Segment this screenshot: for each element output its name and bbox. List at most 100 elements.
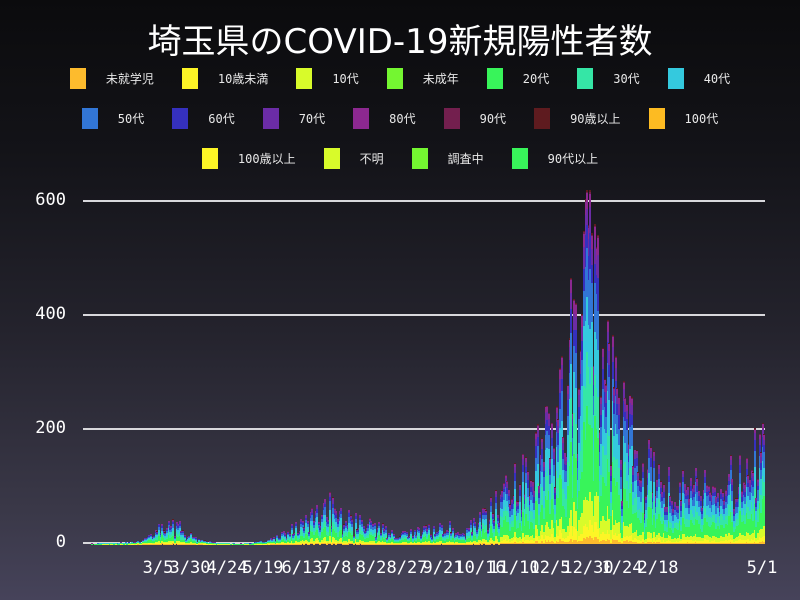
bar-segment [544, 534, 547, 541]
bar-segment [592, 539, 595, 544]
bar-segment [378, 528, 381, 532]
bar-segment [293, 535, 296, 537]
bar-segment [535, 524, 537, 537]
stacked-bar [581, 314, 584, 544]
bar-segment [471, 539, 474, 543]
bar-segment [665, 543, 668, 544]
bar-segment [573, 298, 576, 300]
bar-segment [364, 542, 367, 544]
stacked-bar [197, 538, 200, 544]
bar-segment [651, 537, 654, 542]
bar-segment [426, 541, 429, 544]
legend-item[interactable]: 90代以上 [511, 148, 598, 169]
bar-segment [180, 539, 183, 542]
bar-segment [646, 485, 649, 496]
bar-segment [528, 501, 531, 505]
legend-item[interactable]: 50代 [81, 108, 144, 129]
legend-item[interactable]: 10歳未満 [181, 68, 268, 89]
legend-item[interactable]: 不明 [323, 148, 384, 169]
bar-segment [562, 488, 565, 506]
bar-segment [469, 520, 472, 522]
bar-segment [533, 493, 536, 498]
bar-segment [367, 542, 370, 544]
bar-segment [437, 541, 440, 544]
bar-segment [638, 486, 641, 491]
bar-segment [595, 536, 598, 544]
bar-segment [156, 535, 159, 538]
bar-segment [630, 541, 633, 544]
stacked-bar [461, 532, 464, 544]
bar-segment [680, 500, 683, 503]
bar-segment [659, 481, 662, 485]
stacked-bar [154, 530, 157, 544]
legend-item[interactable]: 90歳以上 [534, 108, 621, 129]
bar-segment [667, 506, 670, 521]
legend-item[interactable]: 未成年 [386, 68, 459, 89]
bar-segment [162, 534, 165, 537]
legend-item[interactable]: 10代 [296, 68, 359, 89]
bar-segment [562, 437, 565, 443]
bar-segment [621, 515, 624, 523]
bar-segment [653, 456, 656, 461]
bar-segment [177, 528, 180, 531]
legend-item[interactable]: 40代 [667, 68, 730, 89]
bar-segment [501, 536, 504, 541]
bar-segment [450, 542, 453, 544]
stacked-bar [327, 519, 330, 544]
bar-segment [397, 541, 400, 543]
legend-item[interactable]: 80代 [353, 108, 416, 129]
legend-item[interactable]: 30代 [577, 68, 640, 89]
bar-segment [308, 537, 311, 539]
y-tick-label: 200 [35, 418, 66, 438]
bar-segment [311, 525, 314, 532]
stacked-bar [412, 536, 415, 544]
legend-item[interactable]: 20代 [486, 68, 549, 89]
bar-segment [194, 540, 197, 542]
bar-segment [456, 533, 459, 535]
bar-segment [587, 255, 590, 280]
bar-segment [546, 475, 549, 500]
bar-segment [603, 392, 606, 407]
bar-segment [148, 536, 151, 538]
bar-segment [664, 541, 667, 544]
bar-segment [365, 541, 368, 544]
bar-segment [154, 537, 157, 540]
bar-segment [624, 421, 627, 443]
bar-segment [665, 541, 668, 544]
stacked-bar [669, 496, 672, 544]
bar-segment [610, 492, 613, 503]
bar-segment [451, 535, 454, 539]
bar-segment [330, 534, 333, 538]
bar-segment [507, 496, 510, 501]
legend-item[interactable]: 調査中 [411, 148, 484, 169]
bar-segment [475, 534, 478, 537]
bar-segment [455, 538, 458, 541]
legend-item[interactable]: 90代 [443, 108, 506, 129]
legend-item[interactable]: 100代 [648, 108, 718, 129]
stacked-bar [410, 529, 413, 544]
bar-segment [627, 526, 630, 538]
bar-segment [662, 539, 665, 543]
legend-item[interactable]: 未就学児 [69, 68, 154, 89]
bar-segment [418, 533, 421, 536]
bar-segment [162, 536, 165, 539]
legend-item[interactable]: 70代 [262, 108, 325, 129]
bar-segment [487, 530, 490, 532]
legend-item[interactable]: 60代 [172, 108, 235, 129]
bar-segment [421, 534, 424, 536]
bar-segment [594, 415, 597, 497]
stacked-bar [571, 413, 574, 544]
legend-swatch [323, 148, 340, 169]
bar-segment [560, 358, 563, 365]
stacked-bar [651, 492, 654, 544]
bar-segment [574, 330, 577, 354]
bar-segment [397, 539, 400, 541]
bar-segment [541, 438, 544, 439]
stacked-bar [552, 447, 555, 544]
bar-segment [557, 419, 560, 421]
legend-item[interactable]: 100歳以上 [201, 148, 296, 169]
bar-segment [367, 528, 370, 532]
bar-segment [514, 473, 517, 481]
stacked-bar [653, 451, 656, 544]
bar-segment [587, 227, 590, 240]
